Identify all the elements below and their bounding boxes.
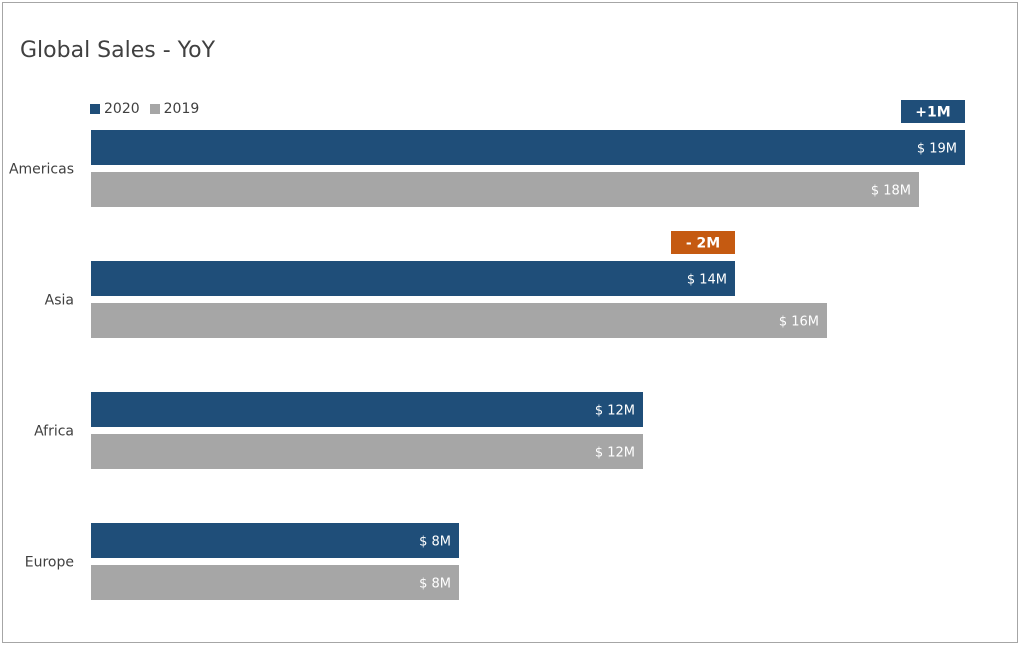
bar-africa-2019 bbox=[91, 434, 643, 469]
diff-badge-americas bbox=[901, 100, 965, 123]
legend-swatch-2020 bbox=[90, 104, 100, 114]
data-label-asia-2019: $ 16M bbox=[779, 315, 819, 330]
diff-label-asia: - 2M bbox=[686, 236, 720, 252]
data-label-europe-2019: $ 8M bbox=[419, 577, 451, 592]
legend-item-2020: 2020 bbox=[90, 101, 140, 117]
legend-label-2020: 2020 bbox=[104, 101, 140, 117]
data-label-africa-2020: $ 12M bbox=[595, 404, 635, 419]
bar-asia-2020 bbox=[91, 261, 735, 296]
bar-europe-2020 bbox=[91, 523, 459, 558]
chart-title: Global Sales - YoY bbox=[20, 38, 216, 63]
data-label-europe-2020: $ 8M bbox=[419, 535, 451, 550]
category-label-africa: Africa bbox=[34, 424, 74, 440]
bar-africa-2020 bbox=[91, 392, 643, 427]
data-label-americas-2020: $ 19M bbox=[917, 142, 957, 157]
category-label-americas: Americas bbox=[9, 162, 74, 178]
diff-badge-asia bbox=[671, 231, 735, 254]
data-label-africa-2019: $ 12M bbox=[595, 446, 635, 461]
legend-item-2019: 2019 bbox=[149, 101, 200, 117]
diff-label-americas: +1M bbox=[915, 105, 950, 121]
chart-legend: 2020 2019 bbox=[90, 101, 209, 117]
category-label-asia: Asia bbox=[45, 293, 74, 309]
bar-americas-2019 bbox=[91, 172, 919, 207]
bar-americas-2020 bbox=[91, 130, 965, 165]
data-label-asia-2020: $ 14M bbox=[687, 273, 727, 288]
bar-europe-2019 bbox=[91, 565, 459, 600]
data-label-americas-2019: $ 18M bbox=[871, 184, 911, 199]
legend-swatch-2019 bbox=[149, 104, 160, 114]
legend-label-2019: 2019 bbox=[163, 101, 200, 117]
category-label-europe: Europe bbox=[25, 555, 74, 571]
bar-asia-2019 bbox=[91, 303, 827, 338]
